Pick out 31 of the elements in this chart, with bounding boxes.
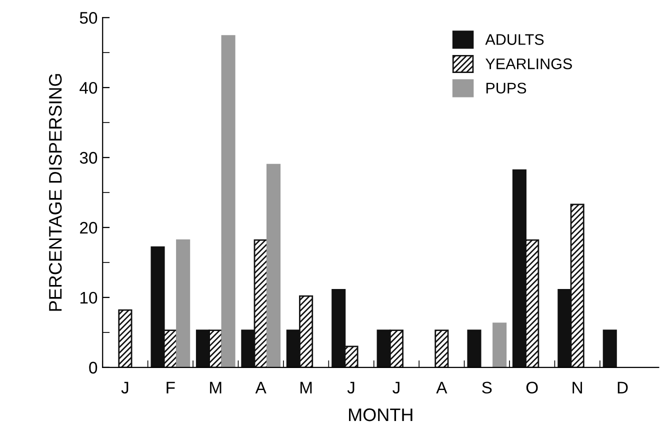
legend-label: ADULTS — [485, 34, 544, 45]
y-tick-label: 30 — [80, 152, 98, 164]
x-tick-label: M — [300, 382, 312, 394]
bar — [492, 322, 507, 368]
y-tick-label: 0 — [89, 362, 98, 374]
bar — [176, 239, 190, 368]
x-tick-label: N — [572, 382, 582, 394]
x-axis-title: MONTH — [349, 408, 412, 422]
x-tick-label: F — [166, 382, 175, 394]
bar — [221, 35, 236, 368]
x-tick-label: A — [436, 382, 448, 394]
bar — [434, 330, 449, 368]
x-tick-label: J — [347, 382, 354, 394]
x-tick-label: D — [618, 382, 628, 394]
legend-label: PUPS — [486, 82, 526, 94]
y-tick-label: 50 — [80, 12, 98, 24]
legend-label: YEARLINGS — [486, 58, 572, 70]
y-tick-label: 10 — [80, 292, 98, 304]
x-tick-label: J — [121, 382, 128, 394]
x-tick-label: A — [255, 382, 266, 394]
bar — [118, 309, 132, 368]
x-tick-label: S — [482, 382, 492, 394]
y-tick-label: 20 — [80, 222, 98, 234]
y-axis-title: PERCENTAGE DISPERSING — [48, 74, 62, 311]
bar — [602, 330, 617, 368]
x-tick-label: O — [526, 382, 538, 394]
bar — [467, 330, 482, 368]
bar — [266, 164, 281, 368]
x-tick-label: J — [392, 382, 400, 394]
y-tick-label: 40 — [80, 82, 98, 94]
x-tick-label: M — [210, 382, 222, 394]
